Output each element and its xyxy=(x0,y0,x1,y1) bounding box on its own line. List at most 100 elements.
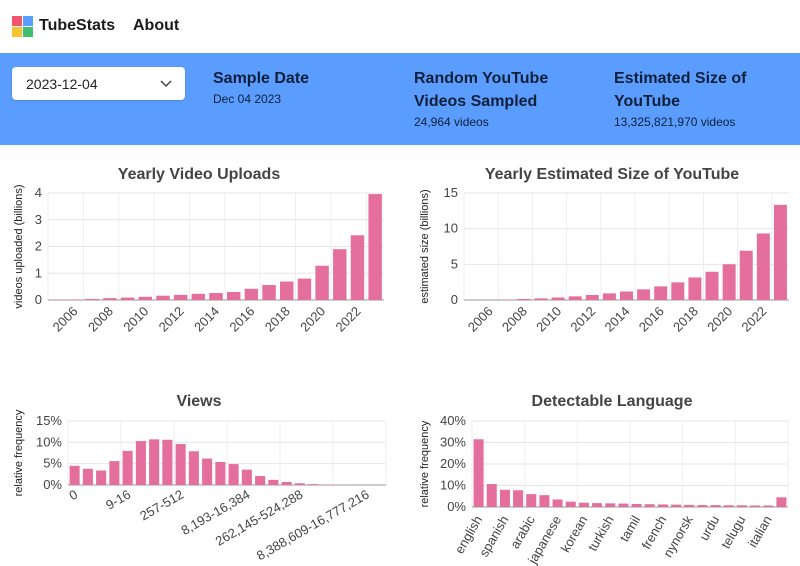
views-xtick-label: 8,388,609-16,777,216 xyxy=(254,487,372,564)
language-bar xyxy=(671,504,682,507)
language-ytick-label: 40% xyxy=(440,413,466,428)
views-chart-title: Views xyxy=(176,393,222,410)
views-bar xyxy=(308,484,319,485)
uploads-ytick-label: 0 xyxy=(35,292,42,307)
size-xtick-label: 2012 xyxy=(567,304,598,335)
size-bar xyxy=(602,293,616,300)
uploads-bar xyxy=(120,297,135,300)
language-bar xyxy=(644,504,655,507)
uploads-xtick-label: 2006 xyxy=(50,304,81,335)
tubestats-logo-icon xyxy=(12,16,33,37)
views-bar xyxy=(215,461,226,485)
language-bar xyxy=(605,503,616,507)
size-xtick-label: 2022 xyxy=(738,304,769,335)
size-bar xyxy=(722,264,736,300)
size-ytick-label: 5 xyxy=(451,256,458,271)
language-bar xyxy=(513,490,524,507)
language-bar xyxy=(763,505,774,507)
sample-date-value: Dec 04 2023 xyxy=(213,92,282,106)
uploads-bar xyxy=(173,294,188,300)
uploads-bar xyxy=(138,296,152,300)
language-bar xyxy=(565,501,576,507)
size-bar xyxy=(739,250,753,300)
language-bar xyxy=(526,494,537,507)
size-xtick-label: 2016 xyxy=(636,304,667,335)
size-bar xyxy=(568,296,582,300)
size-xtick-label: 2010 xyxy=(533,304,564,335)
language-bar xyxy=(499,489,510,507)
uploads-xtick-label: 2022 xyxy=(333,304,364,335)
size-xtick-label: 2008 xyxy=(499,304,530,335)
views-bar xyxy=(175,444,186,485)
language-xtick-label: korean xyxy=(558,513,591,555)
views-bar xyxy=(255,476,266,485)
uploads-bar xyxy=(280,281,294,300)
views-y-axis-label: relative frequency xyxy=(13,409,25,496)
language-bar xyxy=(473,439,484,507)
size-xtick-label: 2014 xyxy=(602,304,633,335)
views-bar xyxy=(149,439,160,485)
views-bar xyxy=(268,479,279,485)
size-chart: 0 5 10 15 2006 2008 2010 2012 2014 2016 2018 2020 20… xyxy=(419,185,789,335)
videos-sampled-value: 24,964 videos xyxy=(414,115,489,129)
language-ytick-label: 10% xyxy=(440,478,466,493)
language-bar xyxy=(684,504,695,507)
uploads-bar xyxy=(67,299,82,300)
uploads-bar xyxy=(156,295,170,300)
sample-date-select[interactable]: 2023-12-04 xyxy=(12,67,185,100)
language-chart: 0%10%20%30%40%englishspanisharabicjapane… xyxy=(419,413,789,566)
uploads-chart-title: Yearly Video Uploads xyxy=(117,166,281,183)
views-bar xyxy=(162,439,173,485)
uploads-ytick-label: 1 xyxy=(35,265,42,280)
size-xtick-label: 2018 xyxy=(670,304,701,335)
views-bar xyxy=(202,458,213,485)
language-y-axis-label: relative frequency xyxy=(419,420,431,507)
views-bar xyxy=(96,470,107,485)
views-bar xyxy=(241,469,252,485)
views-ytick-label: 5% xyxy=(43,456,62,471)
top-navbar: TubeStats About xyxy=(0,0,800,53)
uploads-bar xyxy=(350,235,365,300)
uploads-bar xyxy=(262,285,276,300)
language-bar xyxy=(697,505,708,507)
uploads-ytick-label: 2 xyxy=(35,239,42,254)
size-ytick-label: 15 xyxy=(444,185,458,200)
language-ytick-label: 20% xyxy=(440,456,466,471)
size-bar xyxy=(773,204,787,300)
language-bar xyxy=(631,503,642,507)
views-bar xyxy=(69,465,80,485)
estimated-size-value: 13,325,821,970 videos xyxy=(614,115,736,129)
uploads-bar xyxy=(315,265,329,300)
brand-name[interactable]: TubeStats xyxy=(39,17,116,34)
size-bar xyxy=(654,286,668,300)
uploads-xtick-label: 2008 xyxy=(85,304,116,335)
sample-date-title: Sample Date xyxy=(213,70,310,87)
views-bar xyxy=(228,464,239,485)
language-bar xyxy=(552,499,563,507)
size-bar xyxy=(637,289,651,300)
chevron-down-icon xyxy=(160,80,172,88)
nav-about-link[interactable]: About xyxy=(133,17,180,34)
uploads-xtick-label: 2016 xyxy=(226,304,257,335)
views-bar xyxy=(109,461,120,485)
language-bar xyxy=(736,505,747,507)
language-chart-title: Detectable Language xyxy=(531,393,693,410)
views-xtick-label: 9-16 xyxy=(103,487,133,513)
sample-date-select-value: 2023-12-04 xyxy=(26,76,98,92)
stats-banner: 2023-12-04 Sample Date Dec 04 2023 Rando… xyxy=(0,53,800,145)
language-xtick-label: tamil xyxy=(616,513,643,544)
size-bar xyxy=(620,291,633,300)
uploads-xtick-label: 2014 xyxy=(191,304,222,335)
views-bar xyxy=(122,450,133,485)
size-y-axis-label: estimated size (billions) xyxy=(419,189,431,303)
views-chart: 0%5%10%15%0 9-16 257-5128,193-16,384262,14… xyxy=(13,409,387,564)
language-bar xyxy=(657,504,668,507)
size-bar xyxy=(705,271,719,300)
size-bar xyxy=(551,297,565,300)
size-bar xyxy=(517,299,531,300)
language-bar xyxy=(486,483,497,507)
uploads-bar xyxy=(297,278,312,300)
language-bar xyxy=(539,495,550,507)
views-bar xyxy=(135,441,146,485)
views-ytick-label: 10% xyxy=(36,434,62,449)
